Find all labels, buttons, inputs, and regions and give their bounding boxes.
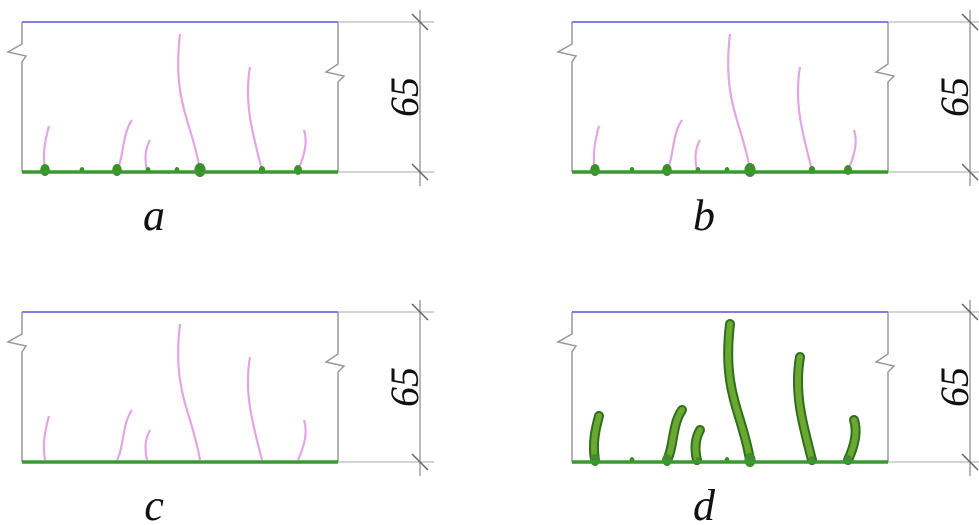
deposit	[194, 163, 206, 177]
right-edge	[324, 22, 346, 172]
crack	[177, 323, 202, 461]
left-edge	[5, 312, 28, 462]
right-edge	[874, 312, 896, 462]
dimension-tick	[411, 453, 429, 471]
crack-healed	[725, 321, 753, 463]
left-edge	[5, 22, 28, 172]
crack	[666, 119, 683, 171]
crack	[246, 66, 264, 171]
panel-label: a	[143, 191, 165, 240]
dimension-label: 65	[382, 367, 427, 407]
dimension-tick	[961, 163, 979, 181]
deposit	[662, 164, 672, 176]
deposit	[590, 454, 600, 466]
dimension-tick	[961, 13, 979, 31]
deposit	[662, 454, 672, 466]
crack	[42, 125, 51, 171]
deposit	[112, 164, 122, 176]
crack-healed	[692, 427, 703, 463]
panel-label: c	[144, 481, 164, 525]
panel-label: b	[693, 191, 715, 240]
crack	[116, 409, 133, 461]
panel: 65 b	[555, 10, 979, 240]
crack	[592, 125, 601, 171]
deposit	[744, 163, 756, 177]
right-edge	[874, 22, 896, 172]
crack	[116, 119, 133, 171]
dimension-label: 65	[382, 77, 427, 117]
deposit	[744, 453, 756, 467]
crack	[297, 419, 307, 461]
dimension-tick	[411, 163, 429, 181]
crack	[727, 33, 752, 171]
dimension-tick	[961, 453, 979, 471]
panel-label: d	[693, 481, 716, 525]
crack-healed	[794, 354, 815, 463]
crack	[42, 415, 51, 461]
dimension-label: 65	[932, 77, 977, 117]
panel: 65 a	[5, 10, 434, 240]
panel: 65 d	[555, 300, 979, 525]
crack	[177, 33, 202, 171]
crack	[144, 429, 151, 461]
right-edge	[324, 312, 346, 462]
crack	[694, 139, 701, 171]
crack	[847, 129, 857, 171]
crack	[246, 356, 264, 461]
dimension-tick	[411, 303, 429, 321]
left-edge	[555, 312, 578, 462]
crack	[144, 139, 151, 171]
crack	[796, 66, 814, 171]
dimension-tick	[961, 303, 979, 321]
left-edge	[555, 22, 578, 172]
dimension-label: 65	[932, 367, 977, 407]
panel: 65 c	[5, 300, 434, 525]
deposit	[590, 164, 600, 176]
crack	[297, 129, 307, 171]
deposit	[40, 164, 50, 176]
dimension-tick	[411, 13, 429, 31]
